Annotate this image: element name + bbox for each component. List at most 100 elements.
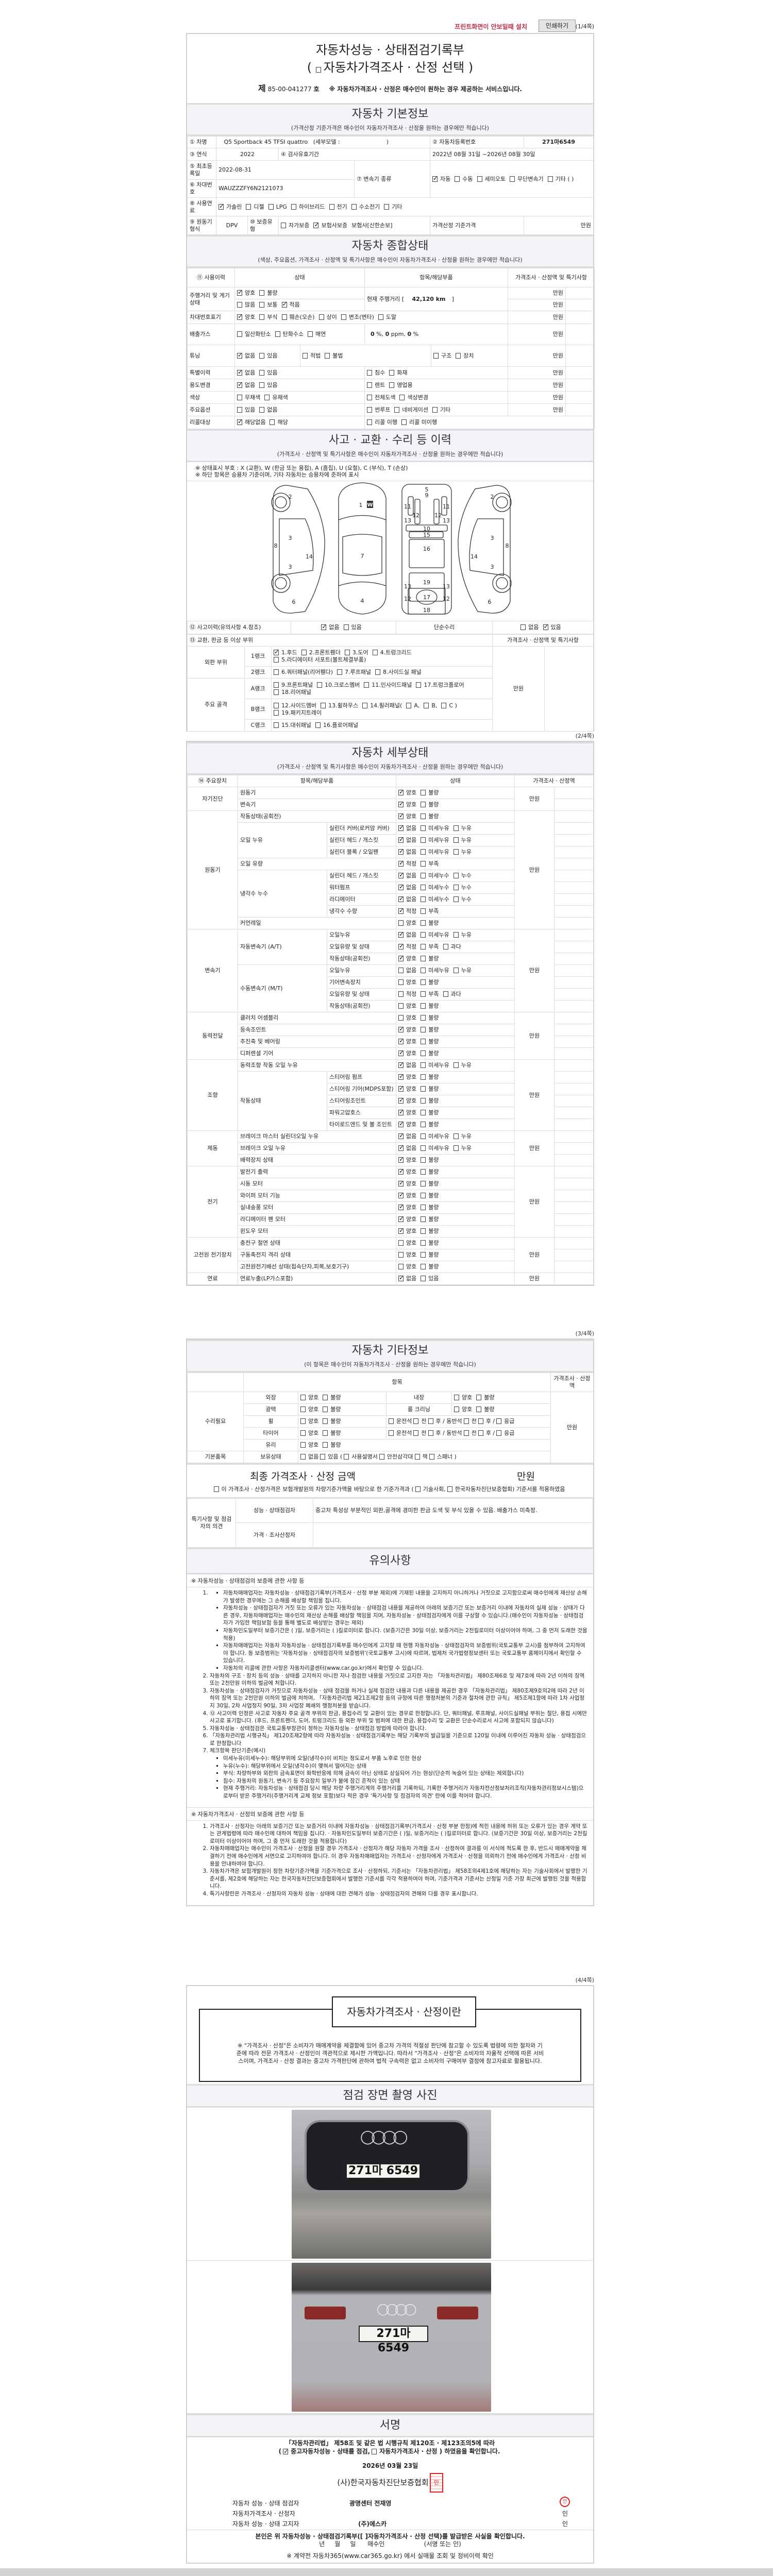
option: 양호: [398, 788, 416, 796]
sub-item-name: 스티어링 기어(MDPS포함): [327, 1083, 396, 1095]
option-label: 적정: [406, 943, 417, 950]
price-unit: 만원: [508, 366, 566, 379]
checkbox: [441, 702, 447, 708]
option-label: 누유: [461, 1062, 472, 1069]
checkbox: [421, 1027, 426, 1032]
option-label: 양호: [406, 1097, 417, 1104]
checkbox: [300, 1430, 306, 1436]
price-unit: 만원: [550, 1392, 594, 1463]
checkbox: [421, 1216, 426, 1222]
label: 외판 부위: [187, 646, 245, 679]
sub-item-name: 실린더 커버(로커암 커버): [327, 822, 396, 835]
checkbox: [344, 650, 350, 655]
underbody-panel: [414, 499, 421, 524]
option-label: 7.루프패널: [345, 669, 372, 675]
option: 자동: [432, 175, 450, 183]
option-label: 없음: [245, 369, 256, 376]
option-label: 양호: [308, 1394, 319, 1401]
checkbox: [323, 1395, 328, 1400]
device-group: 연료: [187, 1273, 238, 1285]
label: 광택: [243, 1403, 298, 1416]
option: 미세누유: [421, 1133, 449, 1140]
car365-notice[interactable]: ※ 계약전 자동차365(www.car365.go.kr) 에서 실매물 조회…: [287, 2552, 494, 2560]
document-number-line: 제 85-00-041277 호 ※ 자동차가격조사 · 산정은 매수인이 원하…: [187, 81, 593, 94]
print-help-link[interactable]: 프린트화면이 안보일때 설치: [455, 23, 527, 30]
page-1: 프린트화면이 안보일때 설치 인쇄하기 (1/4쪽) 자동차성능 · 상태점검기…: [186, 20, 595, 733]
option: 불량: [323, 1418, 341, 1425]
wheel: [492, 493, 512, 512]
price-cell: [554, 787, 594, 799]
sub-item-name: 오일누유: [327, 964, 396, 977]
label: ⑨ 원동기형식: [187, 216, 216, 235]
header: 가격조사 · 산정액: [514, 775, 594, 787]
price-cell: [554, 917, 594, 929]
part-number-label: 12: [443, 596, 450, 602]
checkbox: [301, 650, 307, 655]
checkbox: [274, 669, 279, 675]
option: 후 / 동반석: [428, 1418, 462, 1425]
checkbox: [317, 682, 323, 688]
table-row: 디퍼렌셜 기어 양호 불량: [188, 1047, 594, 1060]
rank: B랭크: [244, 699, 272, 720]
option-label: 없음: [245, 352, 256, 359]
label: 보유상태: [243, 1451, 298, 1463]
option-group: 구조 장치: [433, 352, 478, 359]
option: 유채색: [264, 394, 288, 401]
option: 양호: [398, 1084, 416, 1093]
checkbox: [421, 790, 426, 795]
checkbox: [421, 1228, 426, 1234]
option: 미세누수: [421, 896, 449, 903]
part-number-label: 2: [289, 494, 292, 500]
label: 튜닝: [187, 345, 235, 367]
option: 스패너 ): [429, 1453, 457, 1461]
paren: ): [386, 139, 389, 145]
option-label: 2.프론트휀더: [309, 649, 341, 656]
section-title: 유의사항: [369, 1554, 411, 1567]
final-price-row: 최종 가격조사 · 산정 금액 만원: [187, 1463, 593, 1484]
checkbox: [421, 825, 426, 831]
option-group: 운전석 전 후 / 동반석 전 후 / 응급: [389, 1430, 516, 1436]
option: 불량: [421, 1109, 439, 1116]
label: ④ 검사유효기간: [278, 148, 431, 161]
checkbox: [300, 1442, 306, 1448]
option-label: 없음: [406, 1133, 417, 1140]
price-cell: [554, 941, 594, 953]
print-button[interactable]: 인쇄하기: [539, 20, 576, 32]
option: 미세누유: [421, 967, 449, 974]
option-group: 무채색 유채색: [237, 394, 292, 401]
checkbox: [389, 369, 395, 376]
price-cell: [554, 1130, 594, 1143]
option: 수동: [455, 176, 473, 183]
option: 불량: [421, 1097, 439, 1105]
page-2: (2/4쪽) 자동차 세부상태 (가격조사 · 산정액 및 특기사항은 매수인이 …: [186, 732, 594, 1286]
option: 없음: [398, 1132, 417, 1140]
option: 불량: [421, 1074, 439, 1081]
checkbox: [401, 419, 407, 425]
option: 양호: [300, 1394, 318, 1401]
page-3: (3/4쪽) 자동차 기타정보 (이 항목은 매수인이 자동차가격조사 · 산정을…: [186, 1329, 594, 1906]
label: 가격산정 기준가격: [430, 216, 525, 235]
other-info-header: 자동차 기타정보 (이 항목은 매수인이 자동차가격조사 · 산정을 원하는 경우…: [187, 1340, 593, 1372]
checkbox: [274, 689, 279, 695]
price-cell: [554, 976, 594, 989]
option-label: 많음: [245, 301, 256, 308]
left-side-view: [273, 485, 325, 614]
option-label: 누수: [461, 896, 472, 903]
right-doors: [469, 518, 504, 576]
option: 있음: [259, 352, 278, 360]
option-label: 변조(변타): [348, 314, 374, 320]
option: 양호: [300, 1418, 318, 1425]
option-label: 누유: [461, 1145, 472, 1151]
option: 없음: [398, 930, 416, 939]
option: 과다: [443, 943, 461, 951]
option: 3.도어: [344, 649, 368, 656]
checkbox: [456, 352, 461, 359]
option-label: 양호: [406, 1240, 417, 1246]
option-label: 색상변경: [407, 394, 428, 401]
price-cell: [554, 822, 594, 835]
option-label: 기타: [392, 203, 402, 210]
option: 불량: [421, 920, 439, 927]
price-cell: [554, 846, 594, 858]
item-name: 실내송풍 모터: [238, 1201, 396, 1214]
left-doors: [279, 518, 314, 576]
